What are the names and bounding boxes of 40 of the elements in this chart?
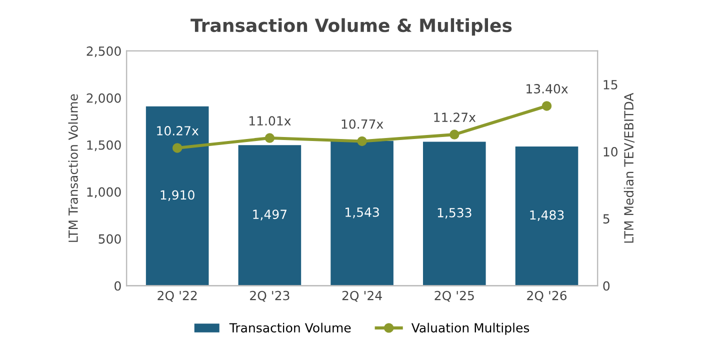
y2-tick-label: 10 bbox=[604, 147, 618, 157]
x-tick-label: 2Q '24 bbox=[342, 290, 382, 302]
data-label: 1,483 bbox=[530, 210, 564, 222]
data-label: 1,533 bbox=[438, 208, 472, 219]
y-tick-label: 2,000 bbox=[86, 93, 121, 104]
y-tick-label: 0 bbox=[114, 281, 121, 291]
chart-title: Transaction Volume & Multiples bbox=[190, 18, 512, 36]
y2-axis-title: LTM Median TEV/EBITDA bbox=[624, 92, 635, 243]
point bbox=[542, 101, 552, 111]
data-label: 10.27x bbox=[157, 126, 199, 136]
data-label: 1,497 bbox=[253, 210, 287, 220]
point bbox=[172, 143, 182, 153]
y-tick-label: 1,000 bbox=[87, 187, 121, 198]
legend-label: Valuation Multiples bbox=[411, 322, 530, 335]
bar bbox=[423, 142, 486, 286]
data-label: 1,543 bbox=[346, 207, 379, 218]
y-axis-title: LTM Transaction Volume bbox=[68, 94, 78, 242]
x-tick-label: 2Q '25 bbox=[434, 290, 474, 302]
data-label: 13.40x bbox=[526, 84, 568, 94]
data-label: 10.77x bbox=[342, 119, 384, 129]
x-tick-label: 2Q '23 bbox=[250, 290, 290, 302]
x-tick-label: 2Q '22 bbox=[158, 290, 197, 302]
bar bbox=[515, 146, 578, 286]
y2-tick-label: 0 bbox=[603, 281, 610, 291]
data-label: 11.01x bbox=[249, 116, 291, 126]
point bbox=[450, 130, 460, 140]
bar bbox=[146, 106, 209, 286]
y-tick-label: 1,500 bbox=[87, 140, 121, 152]
y2-tick-label: 15 bbox=[604, 80, 618, 90]
point bbox=[357, 136, 367, 146]
data-label: 1,910 bbox=[160, 190, 194, 201]
bar bbox=[330, 140, 394, 286]
y2-tick-label: 5 bbox=[603, 214, 610, 224]
x-tick-label: 2Q '26 bbox=[527, 290, 567, 302]
point bbox=[264, 133, 275, 143]
data-label: 11.27x bbox=[434, 112, 476, 122]
y-tick-label: 2,500 bbox=[86, 46, 121, 58]
y-tick-label: 500 bbox=[98, 234, 121, 244]
legend-label: Transaction Volume bbox=[229, 322, 351, 332]
bar bbox=[238, 145, 302, 286]
